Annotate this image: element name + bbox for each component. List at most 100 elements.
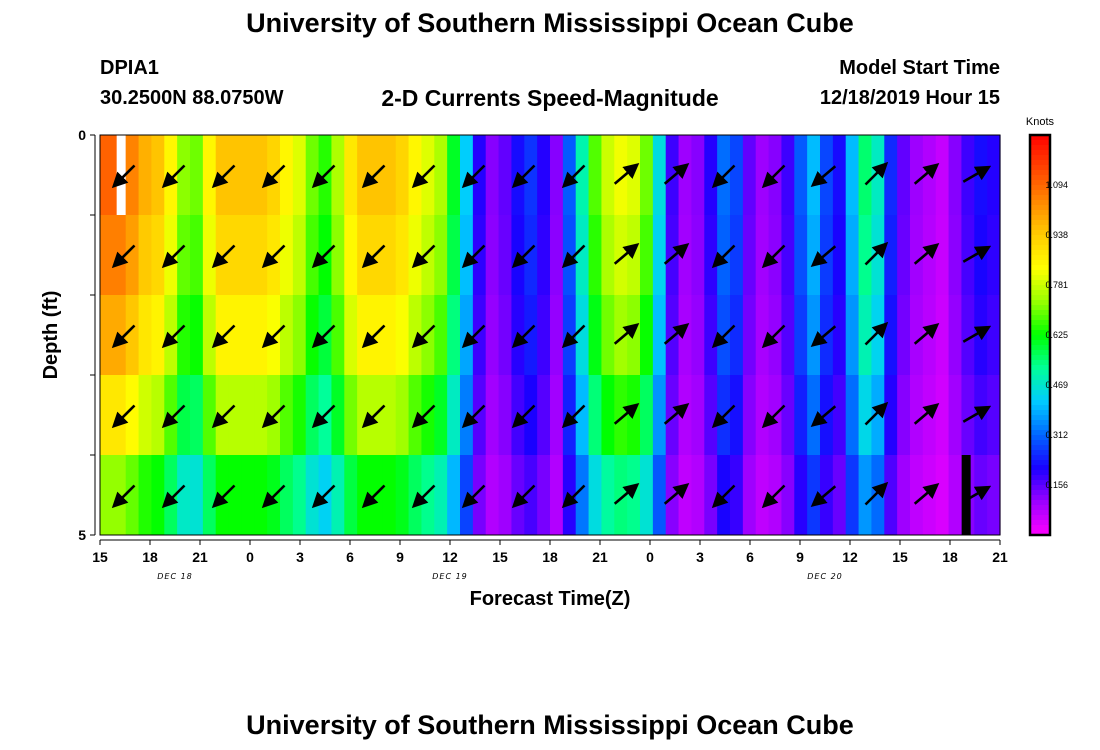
heatmap-cell	[961, 295, 975, 375]
current-arrow	[161, 324, 186, 349]
heatmap-cell	[652, 455, 667, 535]
heatmap-cell	[807, 455, 821, 535]
heatmap-cell	[344, 455, 358, 535]
heatmap-cell	[190, 215, 204, 295]
heatmap-cell	[730, 215, 744, 295]
current-arrow	[962, 485, 992, 503]
heatmap-cell	[357, 455, 371, 535]
heatmap-cell	[948, 215, 963, 295]
colorbar-segment	[1030, 235, 1050, 241]
heatmap-cell	[280, 215, 294, 295]
heatmap-cell	[524, 135, 538, 215]
current-arrow	[461, 484, 486, 509]
heatmap-cell	[498, 455, 513, 535]
heatmap-cell	[125, 215, 140, 295]
heatmap-cell	[537, 295, 551, 375]
heatmap-cell	[910, 215, 924, 295]
current-arrow	[111, 164, 136, 189]
colorbar-segment	[1030, 335, 1050, 341]
heatmap-cell	[935, 215, 950, 295]
x-tick-label: 18	[542, 549, 558, 565]
heatmap-cell	[280, 135, 294, 215]
colorbar-segment	[1030, 195, 1050, 201]
colorbar-segment	[1030, 155, 1050, 161]
colorbar-segment	[1030, 205, 1050, 211]
heatmap-cell	[202, 375, 217, 455]
colorbar-segment	[1030, 290, 1050, 296]
heatmap-cell	[575, 295, 590, 375]
colorbar-segment	[1030, 340, 1050, 346]
colorbar-segment	[1030, 485, 1050, 491]
heatmap-cell	[691, 455, 705, 535]
current-arrow	[311, 404, 336, 429]
heatmap-cell	[331, 135, 345, 215]
colorbar-tick-label: 0.781	[1045, 280, 1068, 290]
colorbar-segment	[1030, 300, 1050, 306]
heatmap-cell	[254, 295, 268, 375]
heatmap-cell	[228, 295, 243, 375]
current-arrow	[962, 405, 992, 423]
colorbar-segment	[1030, 380, 1050, 386]
heatmap-cell	[807, 215, 821, 295]
heatmap-cell	[897, 135, 911, 215]
colorbar-segment	[1030, 395, 1050, 401]
heatmap-cell	[755, 455, 770, 535]
heatmap-cell	[640, 135, 654, 215]
heatmap-cell	[948, 375, 963, 455]
heatmap-cell	[292, 135, 307, 215]
heatmap-cell	[537, 375, 551, 455]
colorbar-tick-label: 1.094	[1045, 180, 1068, 190]
heatmap-cell	[845, 295, 860, 375]
heatmap-cell	[665, 135, 680, 215]
current-arrow	[864, 321, 889, 346]
colorbar-segment	[1030, 240, 1050, 246]
heatmap-cell	[485, 455, 500, 535]
heatmap-cell	[138, 375, 153, 455]
heatmap-cell	[395, 455, 410, 535]
current-arrow	[613, 162, 640, 185]
heatmap-cell	[575, 215, 590, 295]
heatmap-cell	[550, 135, 564, 215]
current-arrow	[411, 244, 436, 269]
x-tick-label: 18	[142, 549, 158, 565]
heatmap-cell	[408, 455, 423, 535]
current-arrow	[211, 324, 236, 349]
colorbar-segment	[1030, 460, 1050, 466]
current-arrow	[761, 324, 786, 349]
colorbar-frame	[1028, 133, 1052, 537]
heatmap-cell	[781, 135, 795, 215]
heatmap-cell	[742, 295, 757, 375]
heatmap-cell	[254, 135, 268, 215]
colorbar-segment	[1030, 230, 1050, 236]
heatmap-cell	[460, 295, 474, 375]
heatmap-cell	[151, 455, 165, 535]
colorbar-segment	[1030, 350, 1050, 356]
heatmap-cell	[948, 455, 963, 535]
heatmap-cell	[331, 215, 345, 295]
heatmap-cell	[241, 375, 255, 455]
heatmap-cell	[832, 215, 847, 295]
x-tick-label: 6	[346, 549, 354, 565]
current-arrow	[913, 162, 940, 185]
colorbar-segment	[1030, 410, 1050, 416]
current-arrow	[411, 324, 436, 349]
heatmap-cell	[794, 135, 808, 215]
current-arrow	[261, 484, 286, 509]
heatmap-cell	[125, 135, 140, 215]
current-arrow	[311, 164, 336, 189]
current-arrow	[761, 164, 786, 189]
colorbar-segment	[1030, 160, 1050, 166]
heatmap-cell	[305, 135, 320, 215]
current-arrow	[663, 402, 690, 425]
heatmap-cell	[704, 295, 718, 375]
colorbar-segment	[1030, 315, 1050, 321]
heatmap-cell	[100, 215, 114, 295]
heatmap-cell	[665, 215, 680, 295]
colorbar-segment	[1030, 440, 1050, 446]
heatmap-cell	[344, 295, 358, 375]
colorbar-segment	[1030, 385, 1050, 391]
colorbar-segment	[1030, 165, 1050, 171]
heatmap-cell	[202, 455, 217, 535]
current-arrow	[261, 244, 286, 269]
heatmap-cell	[190, 375, 204, 455]
